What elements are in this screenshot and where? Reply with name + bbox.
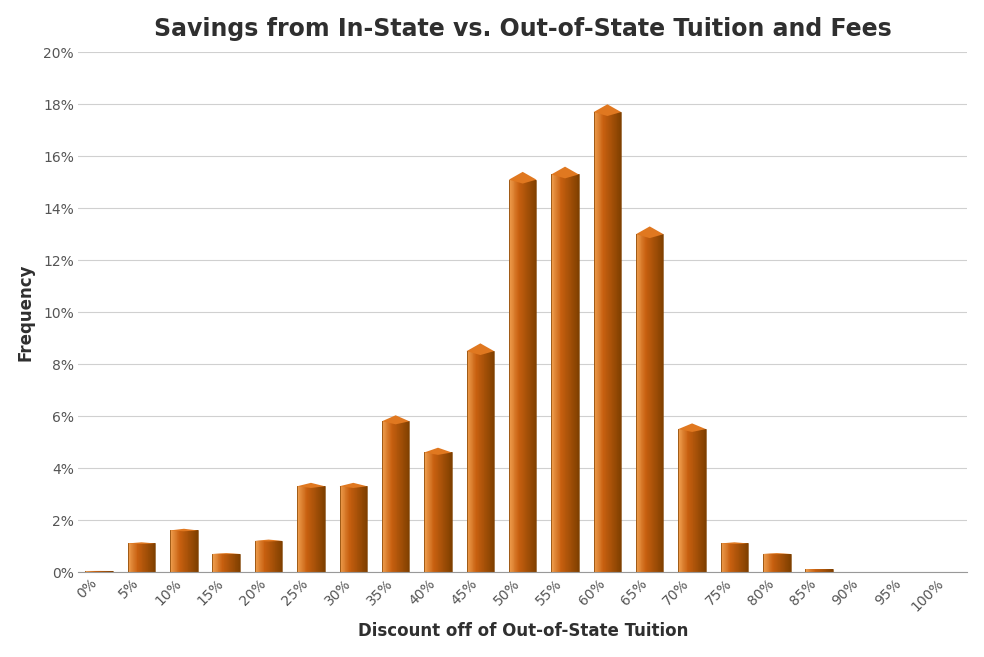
Polygon shape bbox=[763, 553, 790, 554]
Polygon shape bbox=[509, 172, 536, 183]
Polygon shape bbox=[593, 104, 621, 116]
Polygon shape bbox=[255, 539, 282, 541]
Polygon shape bbox=[128, 542, 155, 544]
Polygon shape bbox=[213, 553, 240, 554]
Polygon shape bbox=[382, 415, 409, 424]
Polygon shape bbox=[678, 423, 706, 432]
Polygon shape bbox=[424, 447, 452, 455]
Y-axis label: Frequency: Frequency bbox=[17, 263, 34, 361]
X-axis label: Discount off of Out-of-State Tuition: Discount off of Out-of-State Tuition bbox=[357, 622, 688, 641]
Polygon shape bbox=[466, 344, 494, 355]
Title: Savings from In-State vs. Out-of-State Tuition and Fees: Savings from In-State vs. Out-of-State T… bbox=[154, 16, 892, 41]
Polygon shape bbox=[551, 167, 579, 178]
Polygon shape bbox=[636, 227, 663, 238]
Polygon shape bbox=[297, 483, 325, 488]
Polygon shape bbox=[720, 542, 748, 544]
Polygon shape bbox=[339, 483, 367, 488]
Polygon shape bbox=[170, 529, 198, 532]
